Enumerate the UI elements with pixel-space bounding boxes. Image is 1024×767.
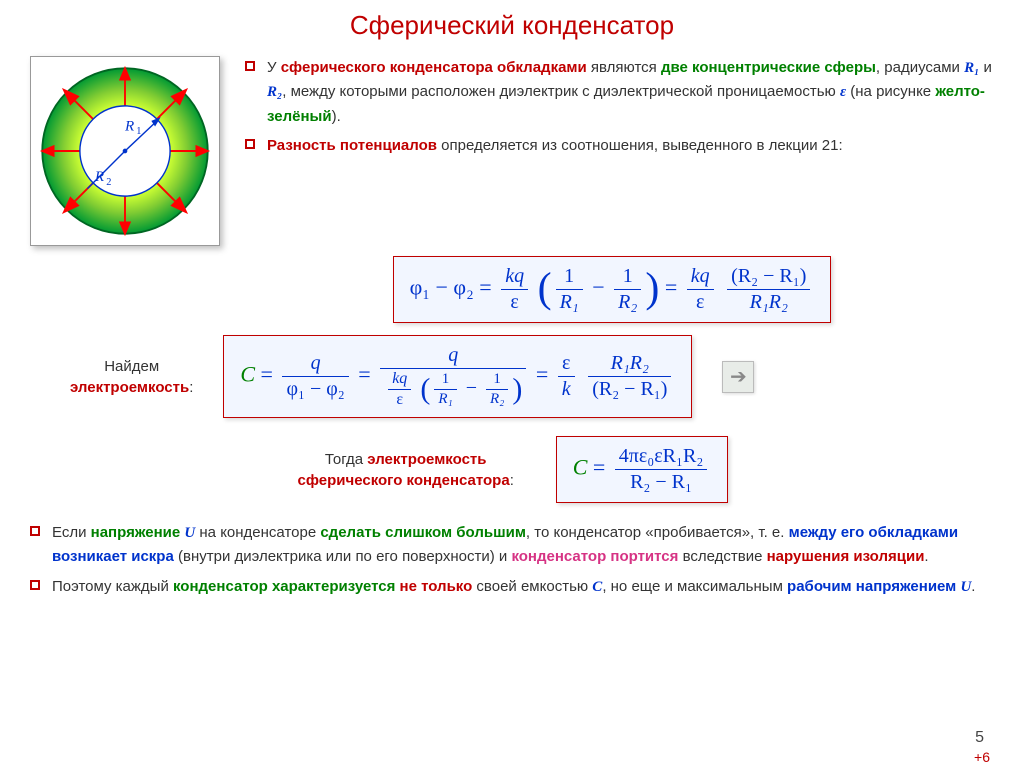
page-title: Сферический конденсатор bbox=[30, 10, 994, 41]
bullet-icon bbox=[30, 580, 40, 590]
bullet-icon bbox=[245, 139, 255, 149]
formula-phi: φ₁ − φ₂ = kqε (1R₁ − 1R₂) = kqε (R₂ − R₁… bbox=[393, 256, 832, 323]
bullet-icon bbox=[30, 526, 40, 536]
bullet-1: У сферического конденсатора обкладками я… bbox=[245, 56, 994, 128]
formula-phi-row: φ₁ − φ₂ = kqε (1R₁ − 1R₂) = kqε (R₂ − R₁… bbox=[230, 256, 994, 323]
slide-number: 5 bbox=[975, 729, 984, 747]
final-row: Тогда электроемкость сферического конден… bbox=[30, 436, 994, 503]
bullet-4: Поэтому каждый конденсатор характеризует… bbox=[30, 575, 994, 599]
arrow-icon: ➔ bbox=[722, 361, 754, 393]
svg-text:2: 2 bbox=[106, 177, 111, 188]
bullet-icon bbox=[245, 61, 255, 71]
svg-text:R: R bbox=[94, 169, 104, 185]
top-section: R 1 R 2 У сферического конденсатора обкл… bbox=[30, 56, 994, 246]
svg-text:R: R bbox=[124, 118, 134, 134]
slide-plus: +6 bbox=[974, 749, 990, 765]
bullet-3: Если напряжение U на конденсаторе сделат… bbox=[30, 521, 994, 569]
capacitance-row: Найдем электроемкость: C = qφ₁ − φ₂ = q … bbox=[70, 335, 994, 418]
bullet-2: Разность потенциалов определяется из соо… bbox=[245, 134, 994, 157]
bottom-bullets: Если напряжение U на конденсаторе сделат… bbox=[30, 521, 994, 599]
formula-final: C = 4πε₀εR₁R₂R₂ − R₁ bbox=[556, 436, 729, 503]
sphere-diagram: R 1 R 2 bbox=[30, 56, 220, 246]
svg-text:1: 1 bbox=[136, 126, 141, 137]
top-bullets: У сферического конденсатора обкладками я… bbox=[245, 56, 994, 163]
formula-c: C = qφ₁ − φ₂ = q kqε (1R₁ − 1R₂) = εk R₁… bbox=[223, 335, 692, 418]
capacitance-label: Найдем электроемкость: bbox=[70, 356, 193, 398]
final-label: Тогда электроемкость сферического конден… bbox=[296, 449, 516, 491]
